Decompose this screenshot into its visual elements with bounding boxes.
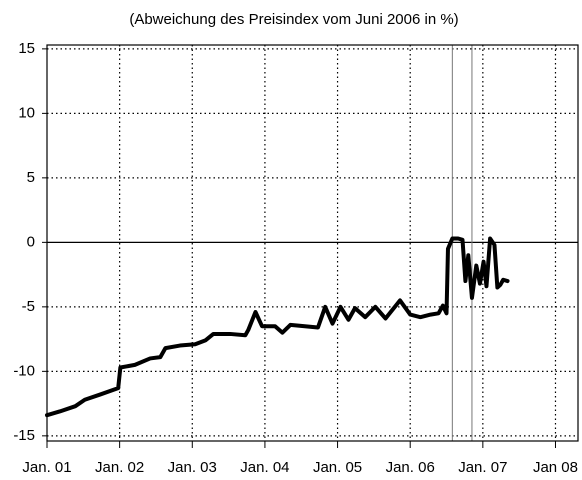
x-tick-label: Jan. 03 <box>168 459 217 476</box>
x-tick-label: Jan. 01 <box>22 459 71 476</box>
y-tick-label: 15 <box>18 40 35 57</box>
x-tick-label: Jan. 04 <box>240 459 289 476</box>
y-tick-label: 10 <box>18 104 35 121</box>
x-tick-label: Jan. 05 <box>313 459 362 476</box>
y-tick-label: 5 <box>27 169 35 186</box>
y-tick-label: -10 <box>13 362 35 379</box>
plot-frame <box>46 44 579 442</box>
chart-title: (Abweichung des Preisindex vom Juni 2006… <box>129 11 458 28</box>
data-line <box>45 236 510 418</box>
y-tick-label: 0 <box>27 233 35 250</box>
x-tick-label: Jan 08 <box>533 459 578 476</box>
y-tick-label: -15 <box>13 427 35 444</box>
y-tick-label: -5 <box>22 298 35 315</box>
x-tick-label: Jan. 07 <box>458 459 507 476</box>
x-tick-label: Jan. 02 <box>95 459 144 476</box>
x-tick-label: Jan. 06 <box>386 459 435 476</box>
